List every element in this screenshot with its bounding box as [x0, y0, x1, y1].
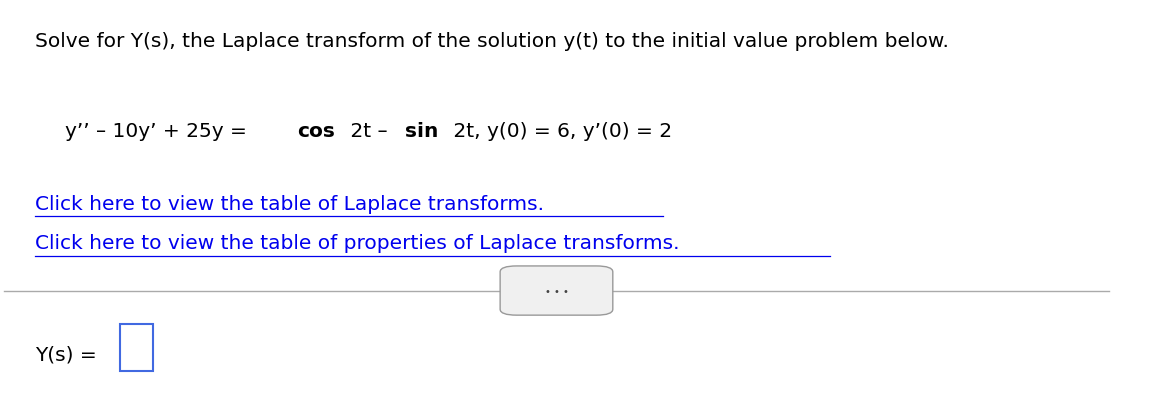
Text: 2t –: 2t –	[343, 122, 394, 141]
Text: sin: sin	[406, 122, 439, 141]
FancyBboxPatch shape	[501, 266, 613, 315]
Text: y’’ – 10y’ + 25y =: y’’ – 10y’ + 25y =	[65, 122, 253, 141]
Bar	[120, 324, 154, 371]
Text: Click here to view the table of properties of Laplace transforms.: Click here to view the table of properti…	[35, 234, 680, 253]
Text: 2t, y(0) = 6, y’(0) = 2: 2t, y(0) = 6, y’(0) = 2	[446, 122, 672, 141]
Text: cos: cos	[297, 122, 335, 141]
Text: Click here to view the table of Laplace transforms.: Click here to view the table of Laplace …	[35, 194, 544, 214]
Text: Y(s) =: Y(s) =	[35, 344, 103, 363]
Text: • • •: • • •	[544, 286, 569, 296]
Text: Solve for Y(s), the Laplace transform of the solution y(t) to the initial value : Solve for Y(s), the Laplace transform of…	[35, 32, 949, 51]
